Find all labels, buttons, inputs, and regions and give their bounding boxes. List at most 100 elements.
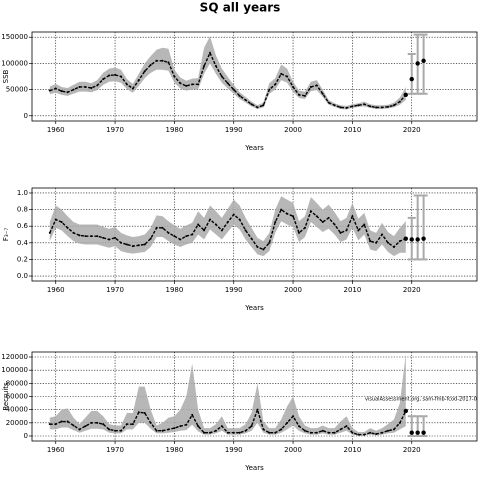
estimate-point <box>185 423 188 426</box>
estimate-point <box>125 423 128 426</box>
estimate-point <box>102 423 105 426</box>
estimate-point <box>84 425 87 428</box>
estimate-point <box>327 216 330 219</box>
estimate-point <box>226 431 229 434</box>
estimate-point <box>48 423 51 426</box>
x-tick-label: 1970 <box>106 126 124 134</box>
estimate-point <box>321 429 324 432</box>
estimate-point <box>268 241 271 244</box>
estimate-point <box>114 236 117 239</box>
estimate-point <box>357 433 360 436</box>
estimate-point <box>280 428 283 431</box>
chart-title: SQ all years <box>200 1 281 15</box>
x-axis-label: Years <box>244 304 264 312</box>
projection-point <box>421 430 426 435</box>
estimate-point <box>209 431 211 434</box>
estimate-point <box>214 223 217 226</box>
estimate-point <box>120 241 122 244</box>
estimate-point <box>403 236 408 241</box>
confidence-band <box>49 196 406 257</box>
estimate-point <box>161 226 164 229</box>
estimate-point <box>321 221 324 224</box>
x-tick-label: 1960 <box>47 286 65 294</box>
estimate-point <box>90 235 93 238</box>
x-tick-label: 1990 <box>225 286 243 294</box>
estimate-point <box>137 244 140 247</box>
estimate-point <box>403 92 408 98</box>
estimate-point <box>220 75 223 78</box>
estimate-point <box>54 87 57 90</box>
estimate-point <box>143 70 146 73</box>
estimate-point <box>369 105 372 108</box>
x-tick-label: 2010 <box>343 446 361 454</box>
estimate-point <box>125 243 128 246</box>
y-axis-label: SSB <box>2 69 10 83</box>
estimate-point <box>298 93 300 96</box>
plot-frame <box>31 31 478 122</box>
y-tick-label: 0 <box>24 112 28 120</box>
estimate-point <box>137 411 140 414</box>
estimate-point <box>250 103 253 106</box>
estimate-point <box>398 240 401 243</box>
estimate-point <box>90 87 93 90</box>
estimate-point <box>155 226 158 229</box>
estimate-point <box>78 85 81 88</box>
estimate-point <box>197 223 200 226</box>
estimate-point <box>315 431 318 434</box>
x-tick-label: 2010 <box>343 286 361 294</box>
projection-point <box>421 58 426 63</box>
estimate-point <box>369 240 372 243</box>
estimate-point <box>131 245 134 248</box>
estimate-point <box>303 226 306 229</box>
x-tick-label: 1990 <box>225 126 243 134</box>
estimate-point <box>203 431 206 434</box>
x-tick-label: 1980 <box>165 446 183 454</box>
estimate-point <box>321 92 324 95</box>
estimate-point <box>363 103 366 106</box>
estimate-point <box>262 248 265 251</box>
estimate-point <box>327 101 330 104</box>
estimate-point <box>203 229 206 232</box>
x-tick-label: 1960 <box>47 446 65 454</box>
projection-point <box>421 236 426 241</box>
estimate-point <box>268 88 271 91</box>
estimate-point <box>244 99 247 102</box>
estimate-point <box>398 100 401 103</box>
y-tick-label: 120000 <box>1 353 28 361</box>
estimate-point <box>120 75 122 78</box>
estimate-point <box>363 223 366 226</box>
estimate-point <box>131 423 134 426</box>
x-tick-label: 2000 <box>284 286 302 294</box>
estimate-point <box>114 73 117 76</box>
estimate-point <box>191 83 194 86</box>
x-tick-label: 1970 <box>106 446 124 454</box>
estimate-point <box>120 429 122 432</box>
estimate-point <box>108 238 111 241</box>
estimate-point <box>381 233 384 236</box>
x-tick-label: 1960 <box>47 126 65 134</box>
estimate-point <box>286 75 289 78</box>
y-tick-label: 0 <box>24 432 28 440</box>
y-axis-label: F₃₋₇ <box>2 228 10 242</box>
estimate-point <box>102 78 105 81</box>
estimate-point <box>179 238 182 241</box>
estimate-point <box>78 428 81 431</box>
estimate-point <box>351 215 354 218</box>
estimate-point <box>167 231 170 234</box>
estimate-point <box>179 82 182 85</box>
estimate-point <box>274 221 277 224</box>
estimate-point <box>191 413 194 416</box>
estimate-point <box>90 421 93 424</box>
x-tick-label: 2000 <box>284 126 302 134</box>
estimate-point <box>357 104 360 107</box>
x-tick-label: 1970 <box>106 286 124 294</box>
estimate-point <box>315 84 318 87</box>
y-tick-label: 100000 <box>1 366 28 374</box>
estimate-point <box>54 218 57 221</box>
estimate-point <box>143 243 146 246</box>
estimate-point <box>274 431 277 434</box>
estimate-point <box>220 425 223 428</box>
estimate-point <box>209 218 211 221</box>
estimate-point <box>339 428 342 431</box>
estimate-point <box>303 94 306 97</box>
